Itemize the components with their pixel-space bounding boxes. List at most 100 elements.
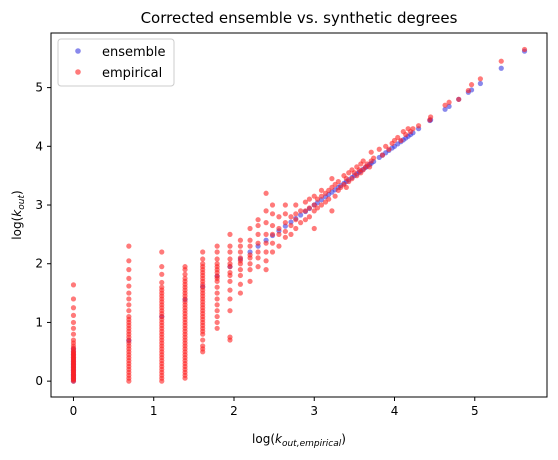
empirical-point (416, 123, 421, 128)
axis-label-subscript: out,empirical (282, 439, 342, 449)
y-tick-label: 2 (35, 257, 43, 271)
empirical-point (159, 264, 164, 269)
empirical-point (307, 205, 312, 210)
empirical-point (227, 270, 232, 275)
legend-label-ensemble: ensemble (102, 45, 166, 60)
empirical-point (369, 150, 374, 155)
empirical-point (367, 164, 372, 169)
empirical-point (215, 302, 220, 307)
empirical-point (276, 244, 281, 249)
x-tick-label: 1 (150, 404, 158, 418)
empirical-point (227, 288, 232, 293)
empirical-point (329, 176, 334, 181)
empirical-point (247, 238, 252, 243)
empirical-point (428, 114, 433, 119)
empirical-point (200, 249, 205, 254)
axis-label-prefix: log( (252, 432, 275, 446)
empirical-point (263, 191, 268, 196)
empirical-point (227, 256, 232, 261)
empirical-point (71, 337, 76, 342)
empirical-point (288, 223, 293, 228)
empirical-point (126, 267, 131, 272)
empirical-point (263, 267, 268, 272)
empirical-point (293, 226, 298, 231)
axis-label-subscript: out (17, 195, 27, 210)
empirical-point (159, 285, 164, 290)
empirical-point (247, 226, 252, 231)
empirical-point (126, 314, 131, 319)
empirical-point (446, 100, 451, 105)
empirical-point (283, 211, 288, 216)
empirical-point (469, 82, 474, 87)
legend-marker-empirical (75, 69, 81, 75)
empirical-point (71, 282, 76, 287)
empirical-point (293, 211, 298, 216)
x-tick-label: 3 (310, 404, 318, 418)
empirical-point (288, 214, 293, 219)
empirical-point (456, 97, 461, 102)
empirical-point (255, 255, 260, 260)
empirical-point (247, 252, 252, 257)
empirical-point (126, 296, 131, 301)
empirical-point (159, 280, 164, 285)
empirical-point (126, 258, 131, 263)
empirical-point (263, 241, 268, 246)
empirical-point (200, 343, 205, 348)
empirical-point (200, 261, 205, 266)
empirical-point (336, 179, 341, 184)
empirical-point (238, 249, 243, 254)
empirical-point (159, 272, 164, 277)
empirical-point (307, 197, 312, 202)
empirical-point (255, 249, 260, 254)
empirical-point (227, 296, 232, 301)
empirical-point (307, 214, 312, 219)
empirical-point (283, 229, 288, 234)
axis-label-suffix: ) (10, 190, 24, 195)
y-tick-label: 1 (35, 315, 43, 329)
ensemble-point (499, 66, 504, 71)
empirical-point (215, 314, 220, 319)
empirical-point (215, 261, 220, 266)
empirical-point (126, 283, 131, 288)
empirical-point (276, 214, 281, 219)
empirical-point (386, 147, 391, 152)
empirical-point (270, 211, 275, 216)
empirical-point (71, 326, 76, 331)
empirical-point (288, 232, 293, 237)
empirical-point (215, 285, 220, 290)
empirical-point (215, 290, 220, 295)
x-tick-label: 5 (471, 404, 479, 418)
empirical-point (255, 241, 260, 246)
empirical-point (478, 76, 483, 81)
empirical-point (126, 290, 131, 295)
empirical-point (247, 261, 252, 266)
empirical-point (227, 249, 232, 254)
axis-label-prefix: log( (10, 217, 24, 240)
legend: ensemble empirical (58, 39, 174, 86)
empirical-point (466, 88, 471, 93)
empirical-point (71, 313, 76, 318)
empirical-point (270, 241, 275, 246)
empirical-point (344, 185, 349, 190)
x-tick-label: 4 (391, 404, 399, 418)
empirical-point (238, 290, 243, 295)
empirical-point (276, 226, 281, 231)
empirical-point (227, 244, 232, 249)
empirical-point (238, 238, 243, 243)
empirical-point (255, 217, 260, 222)
empirical-point (71, 332, 76, 337)
empirical-point (255, 223, 260, 228)
empirical-point (182, 272, 187, 277)
empirical-point (71, 296, 76, 301)
empirical-point (522, 47, 527, 52)
empirical-point (227, 232, 232, 237)
empirical-point (238, 273, 243, 278)
empirical-point (263, 208, 268, 213)
empirical-point (255, 264, 260, 269)
empirical-point (333, 194, 338, 199)
empirical-point (263, 220, 268, 225)
empirical-point (398, 138, 403, 143)
empirical-point (255, 232, 260, 237)
empirical-point (126, 308, 131, 313)
